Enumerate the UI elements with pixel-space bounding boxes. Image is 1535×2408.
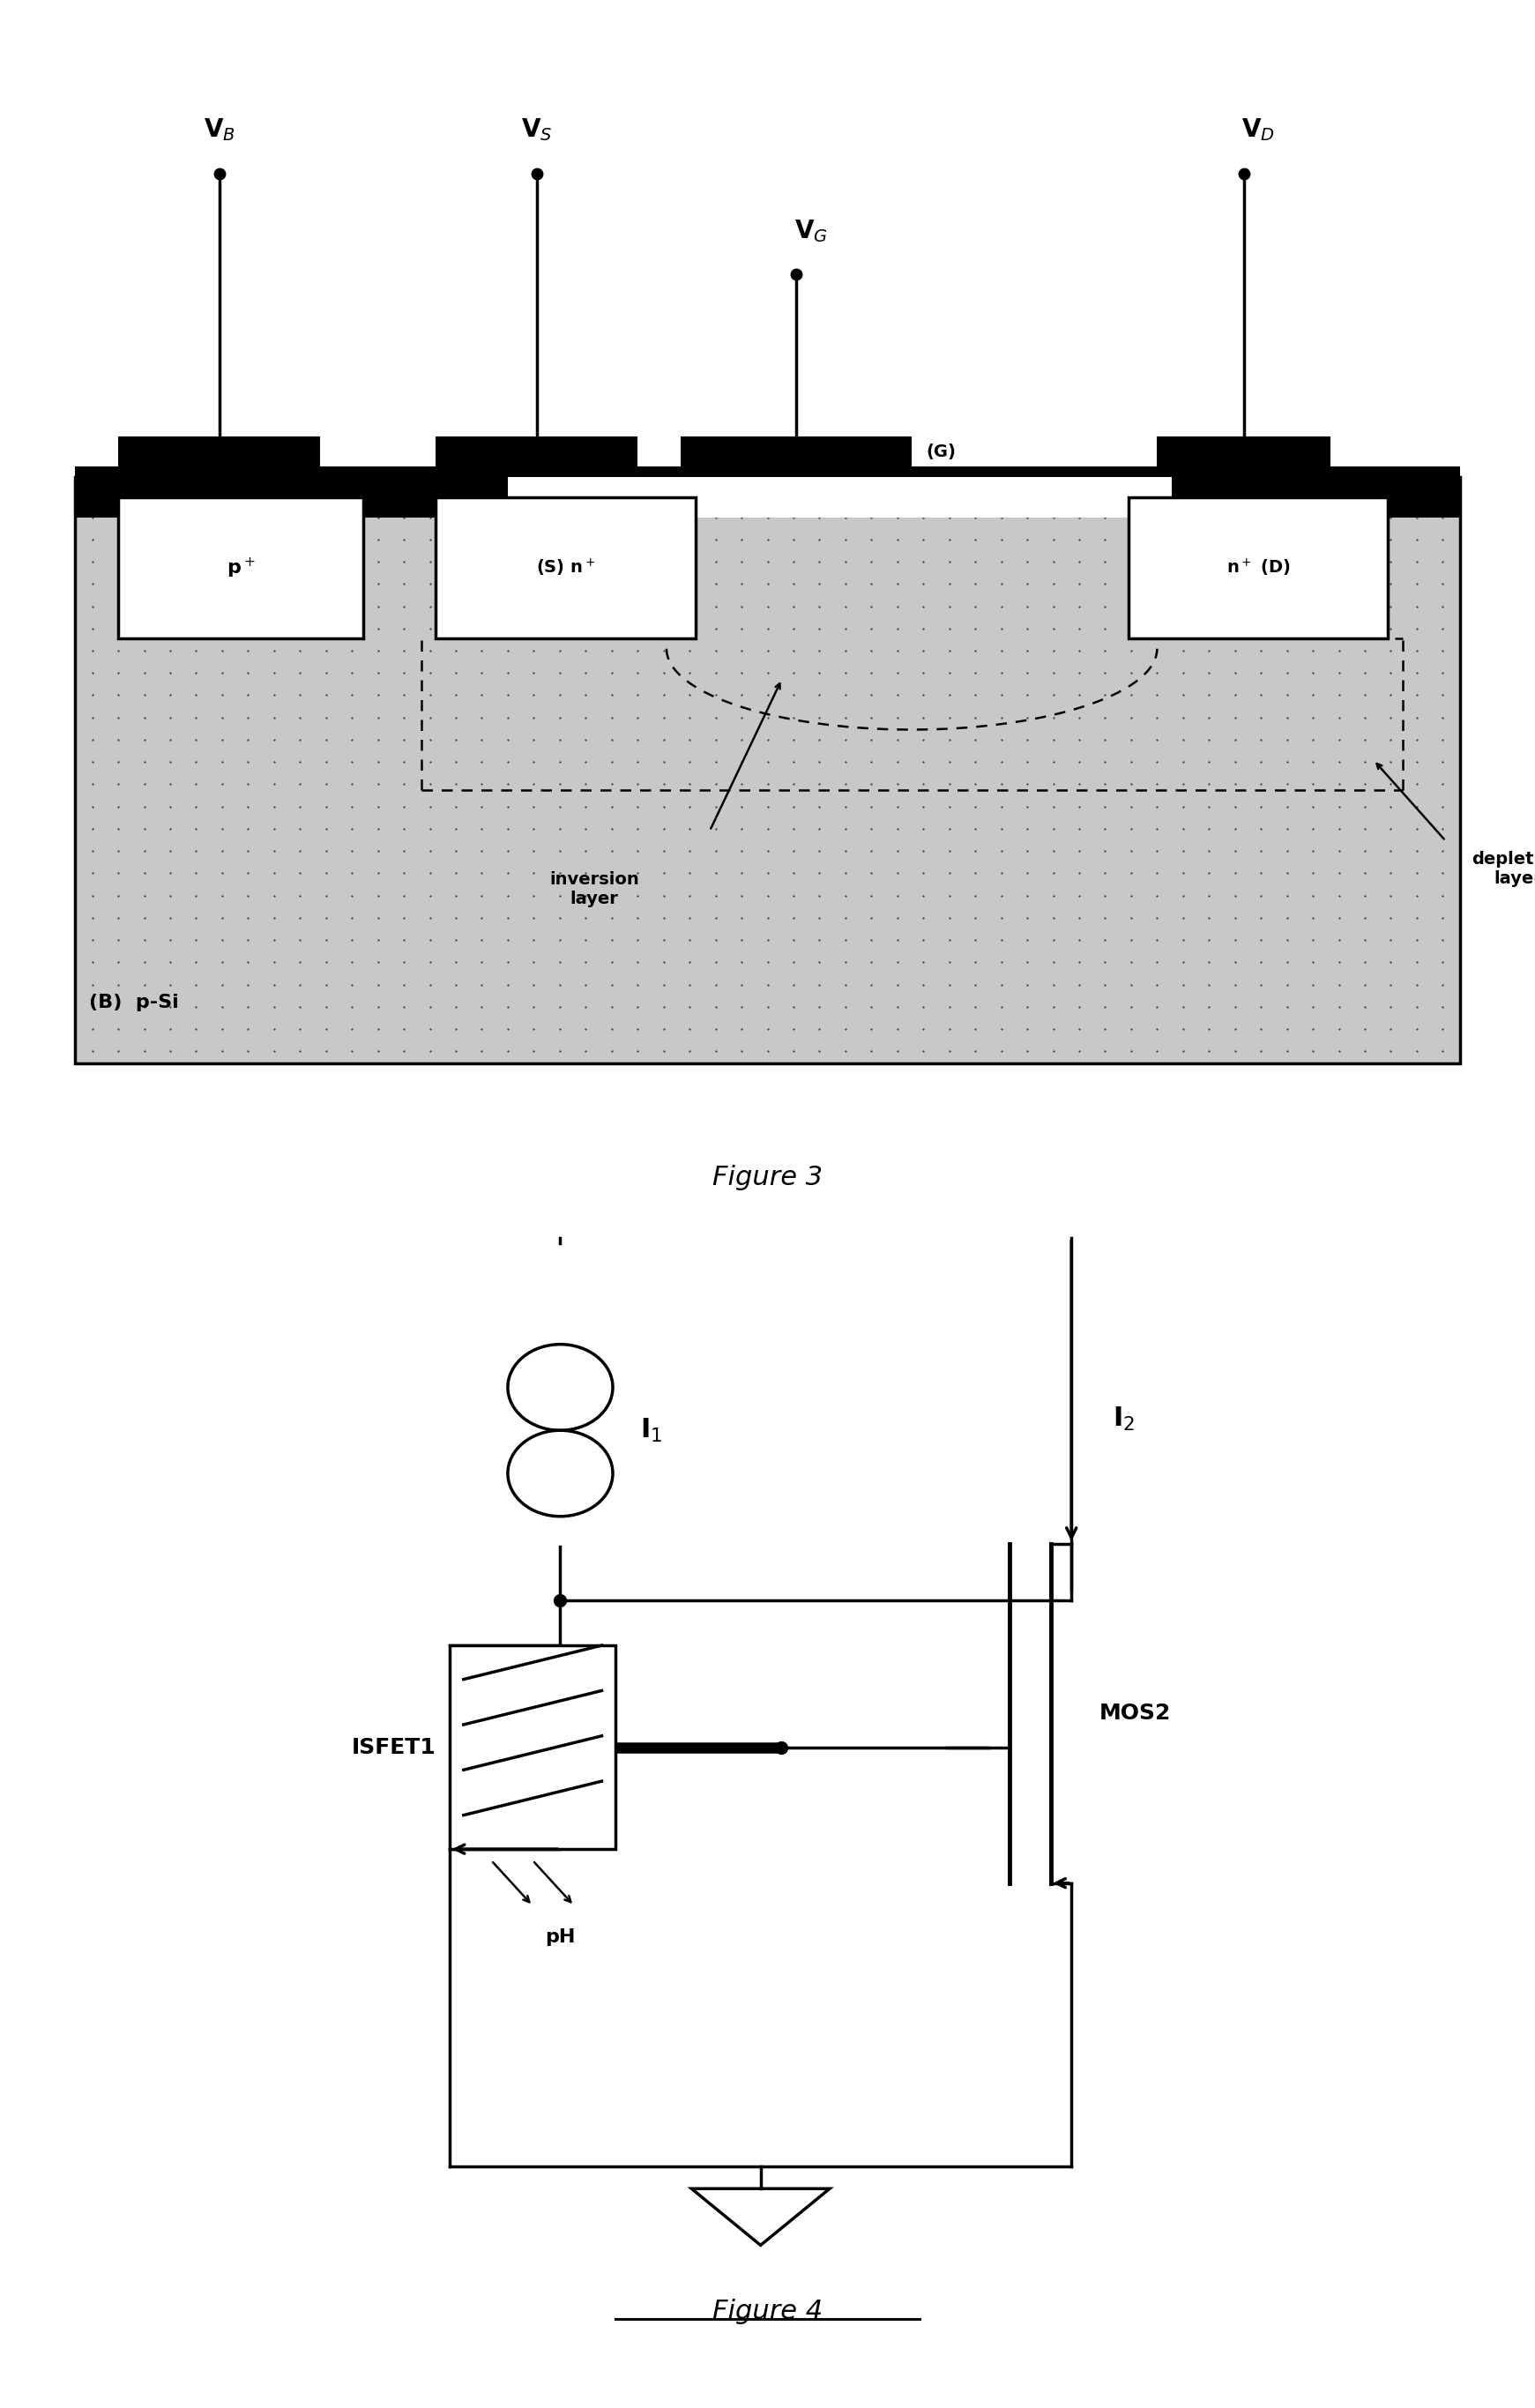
Text: ISFET1: ISFET1 xyxy=(352,1736,436,1758)
Bar xyxy=(75,477,1460,1064)
Text: V$_D$: V$_D$ xyxy=(1242,116,1274,142)
Text: pH: pH xyxy=(545,1929,576,1946)
Text: MOS2: MOS2 xyxy=(1099,1702,1171,1724)
Bar xyxy=(1128,496,1388,638)
Text: depletion
layer: depletion layer xyxy=(1472,850,1535,886)
Bar xyxy=(450,1645,616,1849)
Bar xyxy=(436,496,695,638)
Text: I$_1$: I$_1$ xyxy=(640,1416,663,1445)
Bar xyxy=(508,477,1171,518)
Text: Figure 3: Figure 3 xyxy=(712,1165,823,1190)
Bar xyxy=(1157,436,1331,477)
Text: inversion
layer: inversion layer xyxy=(550,872,639,908)
Text: (B)  p-Si: (B) p-Si xyxy=(89,995,180,1011)
Bar xyxy=(118,436,321,477)
Bar xyxy=(118,496,364,638)
Text: I$_2$: I$_2$ xyxy=(1113,1406,1134,1433)
Text: V$_B$: V$_B$ xyxy=(203,116,235,142)
Bar xyxy=(436,436,637,477)
Text: V$_S$: V$_S$ xyxy=(520,116,553,142)
Text: p$^+$: p$^+$ xyxy=(227,556,255,580)
Text: V$_G$: V$_G$ xyxy=(794,217,827,243)
Text: Figure 4: Figure 4 xyxy=(712,2300,823,2324)
Text: (G): (G) xyxy=(926,443,956,460)
Bar xyxy=(682,436,912,477)
Text: n$^+$ (D): n$^+$ (D) xyxy=(1226,556,1289,578)
Text: (S) n$^+$: (S) n$^+$ xyxy=(536,556,596,578)
Bar xyxy=(75,467,1460,518)
